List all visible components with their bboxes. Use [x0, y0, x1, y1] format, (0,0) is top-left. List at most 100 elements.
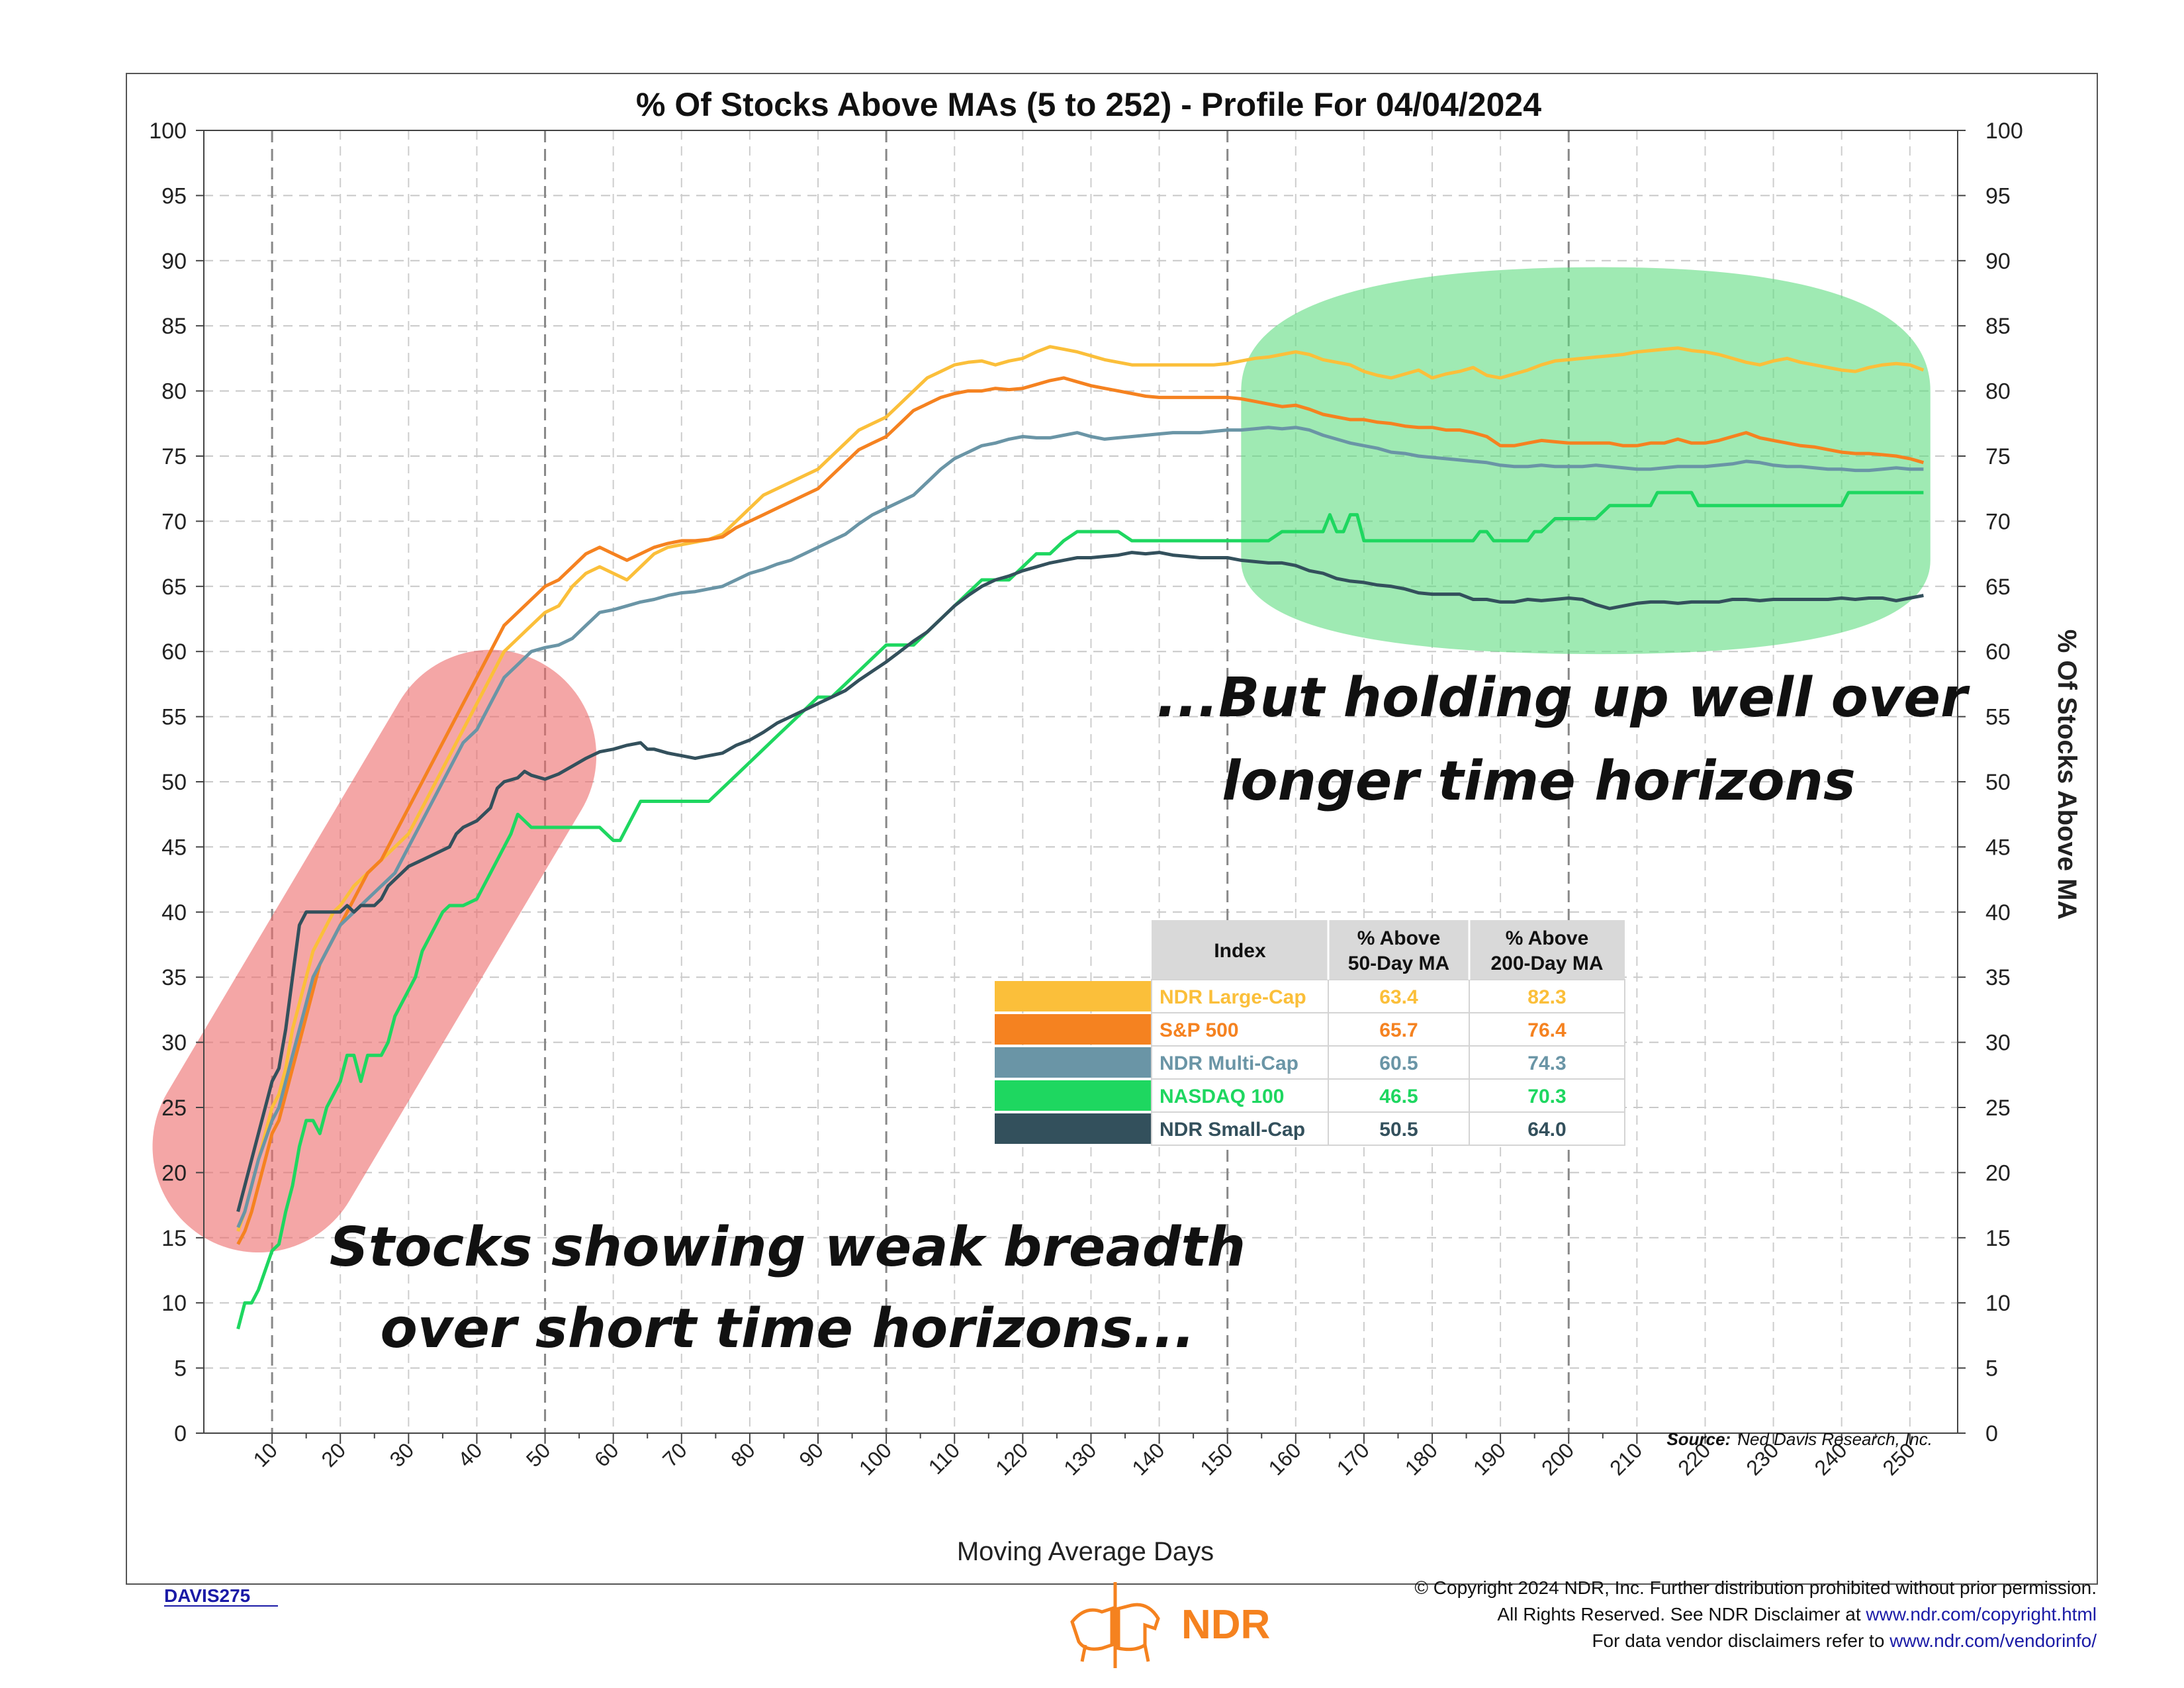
table-row — [1151, 979, 1625, 1013]
y-tick-label-right: 60 — [1985, 639, 2011, 665]
table-value-50day: 60.5 — [1379, 1053, 1418, 1074]
x-tick-label: 190 — [1469, 1438, 1510, 1479]
y-tick-label-left: 50 — [161, 770, 187, 795]
table-value-50day: 46.5 — [1379, 1086, 1418, 1107]
series-lines — [236, 345, 1925, 1330]
annotation-short-horizon: over short time horizons... — [381, 1297, 1195, 1360]
long-horizon-highlight — [1241, 267, 1931, 655]
table-value-200day: 74.3 — [1527, 1053, 1566, 1074]
bull-bear-logo-icon — [1070, 1582, 1160, 1668]
y-tick-label-left: 25 — [161, 1096, 187, 1121]
copyright-line-2: All Rights Reserved. See NDR Disclaimer … — [1497, 1604, 2097, 1624]
copyright-line-1: © Copyright 2024 NDR, Inc. Further distr… — [1414, 1577, 2097, 1598]
x-tick-label: 40 — [453, 1438, 487, 1472]
legend-swatch — [995, 1080, 1152, 1111]
y-tick-label-left: 20 — [161, 1160, 187, 1186]
x-tick-label: 200 — [1537, 1438, 1578, 1479]
x-tick-label: 80 — [726, 1438, 760, 1472]
chart-frame — [126, 73, 2098, 1585]
x-tick-label: 90 — [794, 1438, 828, 1472]
y-tick-label-right: 90 — [1985, 249, 2011, 274]
y-tick-label-right: 70 — [1985, 509, 2011, 534]
table-value-50day: 65.7 — [1379, 1019, 1418, 1041]
y-tick-label-right: 85 — [1985, 314, 2011, 339]
y-tick-label-right: 15 — [1985, 1226, 2011, 1251]
y-tick-label-left: 75 — [161, 444, 187, 469]
legend-swatch — [995, 1047, 1152, 1078]
y-tick-label-right: 65 — [1985, 575, 2011, 600]
y-tick-label-right: 55 — [1985, 705, 2011, 730]
y-tick-label-right: 50 — [1985, 770, 2011, 795]
y-tick-label-right: 75 — [1985, 444, 2011, 469]
copyright-line-3-text: For data vendor disclaimers refer to — [1592, 1630, 1889, 1651]
y-tick-label-right: 100 — [1985, 118, 2023, 144]
y-tick-label-left: 10 — [161, 1291, 187, 1316]
y-tick-label-right: 95 — [1985, 183, 2011, 209]
x-tick-label: 30 — [385, 1438, 419, 1472]
x-tick-label: 10 — [248, 1438, 282, 1472]
x-tick-label: 60 — [590, 1438, 623, 1472]
x-tick-label: 210 — [1605, 1438, 1647, 1479]
x-axis-label: Moving Average Days — [957, 1537, 1214, 1566]
y-tick-label-left: 5 — [174, 1356, 187, 1382]
y-tick-label-left: 40 — [161, 900, 187, 925]
y-tick-label-left: 60 — [161, 639, 187, 665]
y-tick-label-left: 30 — [161, 1031, 187, 1056]
legend-swatch — [995, 1014, 1152, 1045]
y-tick-label-left: 15 — [161, 1226, 187, 1251]
annotations: Stocks showing weak breadth over short ti… — [330, 667, 1970, 1360]
table-row — [1151, 1111, 1625, 1146]
x-tick-label: 170 — [1332, 1438, 1374, 1479]
series-line — [236, 376, 1925, 1245]
y-tick-label-right: 25 — [1985, 1096, 2011, 1121]
table-header-cell: % Above — [1506, 927, 1589, 949]
table-value-200day: 82.3 — [1527, 986, 1566, 1008]
x-tick-label: 20 — [317, 1438, 351, 1472]
y-tick-label-right: 35 — [1985, 965, 2011, 990]
x-tick-label: 140 — [1127, 1438, 1169, 1479]
x-tick-label: 110 — [924, 1438, 965, 1479]
copyright-link[interactable]: www.ndr.com/copyright.html — [1865, 1604, 2097, 1624]
y-tick-label-left: 35 — [161, 965, 187, 990]
table-row — [1151, 1078, 1625, 1113]
source-note: Source: Ned Davis Research, Inc. — [1666, 1429, 1933, 1449]
y-tick-label-left: 70 — [161, 509, 187, 534]
y-tick-label-left: 45 — [161, 835, 187, 860]
x-tick-label: 120 — [991, 1438, 1032, 1479]
table-header-cell: % Above — [1357, 927, 1441, 949]
y-tick-label-left: 85 — [161, 314, 187, 339]
legend-series-name: S&P 500 — [1160, 1019, 1239, 1041]
x-tick-label: 70 — [658, 1438, 692, 1472]
copyright-line-2-text: All Rights Reserved. See NDR Disclaimer … — [1497, 1604, 1866, 1624]
legend-table: Index % Above 50-Day MA % Above 200-Day MA ND… — [995, 920, 1625, 1146]
table-header-cell: 200-Day MA — [1490, 953, 1603, 974]
source-text: Ned Davis Research, Inc. — [1737, 1429, 1933, 1449]
y-tick-label-right: 30 — [1985, 1031, 2011, 1056]
y-tick-label-right: 10 — [1985, 1291, 2011, 1316]
y-tick-label-right: 40 — [1985, 900, 2011, 925]
series-line — [236, 345, 1925, 1232]
table-header-cell: 50-Day MA — [1348, 953, 1449, 974]
copyright-line-3: For data vendor disclaimers refer to www… — [1592, 1630, 2097, 1651]
y-tick-label-left: 90 — [161, 249, 187, 274]
y-tick-label-left: 95 — [161, 183, 187, 209]
vendorinfo-link[interactable]: www.ndr.com/vendorinfo/ — [1889, 1630, 2097, 1651]
table-row — [1151, 1012, 1625, 1047]
table-header-bg — [1152, 920, 1625, 980]
x-tick-label: 180 — [1400, 1438, 1442, 1479]
x-tick-label: 100 — [854, 1438, 896, 1479]
y-tick-label-right: 45 — [1985, 835, 2011, 860]
table-value-200day: 76.4 — [1527, 1019, 1567, 1041]
annotation-long-horizon: longer time horizons — [1222, 750, 1856, 813]
y-tick-label-right: 5 — [1985, 1356, 1998, 1382]
legend-swatch — [995, 981, 1152, 1011]
legend-series-name: NDR Small-Cap — [1160, 1119, 1305, 1141]
chart-id-link[interactable]: DAVIS275 — [164, 1585, 250, 1606]
annotation-short-horizon: Stocks showing weak breadth — [330, 1216, 1246, 1279]
y-tick-label-left: 65 — [161, 575, 187, 600]
y-axis-label: % Of Stocks Above MA — [2052, 630, 2081, 920]
annotation-long-horizon: ...But holding up well over — [1157, 667, 1970, 729]
table-row — [1151, 1045, 1625, 1080]
